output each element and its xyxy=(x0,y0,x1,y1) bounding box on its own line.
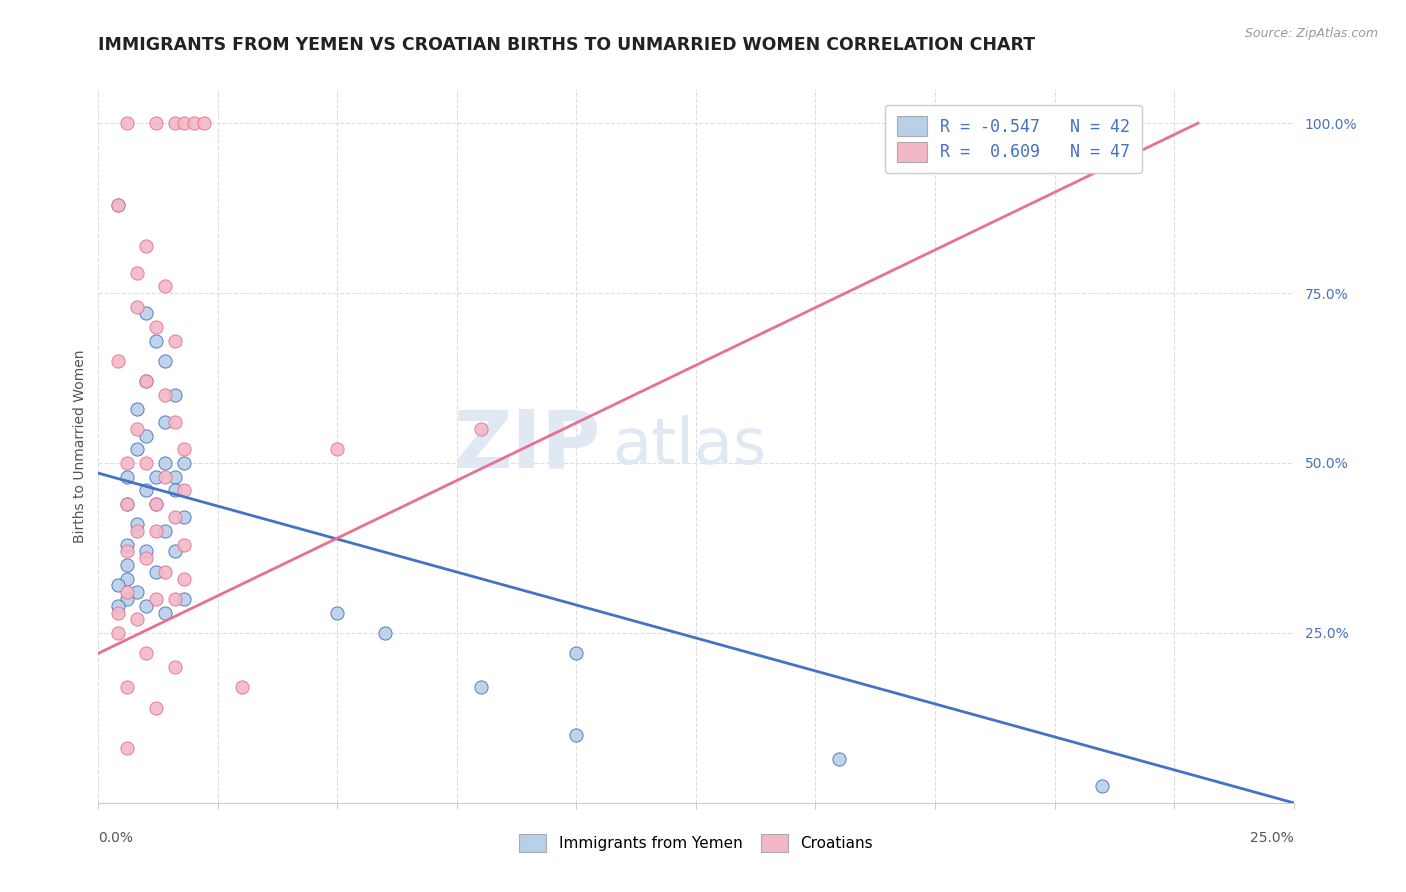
Point xyxy=(155,469,177,483)
Point xyxy=(145,497,167,511)
Point xyxy=(125,401,148,416)
Point xyxy=(183,116,205,130)
Point xyxy=(173,537,195,551)
Point xyxy=(145,591,167,606)
Point xyxy=(125,585,148,599)
Point xyxy=(107,626,129,640)
Point xyxy=(163,334,186,348)
Point xyxy=(155,415,177,429)
Point xyxy=(145,334,167,348)
Point xyxy=(115,456,138,470)
Point xyxy=(107,606,129,620)
Point xyxy=(145,469,167,483)
Point xyxy=(115,585,138,599)
Point xyxy=(135,483,157,498)
Point xyxy=(115,497,138,511)
Y-axis label: Births to Unmarried Women: Births to Unmarried Women xyxy=(73,350,87,542)
Point xyxy=(155,456,177,470)
Point xyxy=(163,591,186,606)
Point xyxy=(470,422,492,436)
Point xyxy=(173,442,195,457)
Point xyxy=(326,442,349,457)
Point xyxy=(1091,779,1114,793)
Point xyxy=(163,544,186,558)
Point xyxy=(115,572,138,586)
Point xyxy=(135,646,157,660)
Point xyxy=(135,599,157,613)
Point xyxy=(155,388,177,402)
Point xyxy=(115,544,138,558)
Point xyxy=(163,510,186,524)
Point xyxy=(125,442,148,457)
Point xyxy=(115,497,138,511)
Point xyxy=(115,591,138,606)
Point xyxy=(135,375,157,389)
Point xyxy=(163,415,186,429)
Point xyxy=(145,565,167,579)
Point xyxy=(145,320,167,334)
Point xyxy=(135,238,157,252)
Point xyxy=(145,700,167,714)
Point xyxy=(565,728,588,742)
Point xyxy=(163,660,186,674)
Point xyxy=(107,599,129,613)
Point xyxy=(193,116,215,130)
Text: 25.0%: 25.0% xyxy=(1250,831,1294,846)
Point xyxy=(155,354,177,368)
Point xyxy=(173,510,195,524)
Text: 0.0%: 0.0% xyxy=(98,831,134,846)
Point xyxy=(173,116,195,130)
Point xyxy=(107,198,129,212)
Point xyxy=(135,429,157,443)
Point xyxy=(326,606,349,620)
Point xyxy=(173,591,195,606)
Point xyxy=(155,606,177,620)
Text: atlas: atlas xyxy=(613,415,766,477)
Point xyxy=(125,524,148,538)
Point xyxy=(155,565,177,579)
Point xyxy=(125,517,148,532)
Text: ZIP: ZIP xyxy=(453,407,600,485)
Point xyxy=(107,198,129,212)
Point xyxy=(125,266,148,280)
Point xyxy=(145,116,167,130)
Text: Source: ZipAtlas.com: Source: ZipAtlas.com xyxy=(1244,27,1378,40)
Text: IMMIGRANTS FROM YEMEN VS CROATIAN BIRTHS TO UNMARRIED WOMEN CORRELATION CHART: IMMIGRANTS FROM YEMEN VS CROATIAN BIRTHS… xyxy=(98,36,1036,54)
Point xyxy=(163,116,186,130)
Point xyxy=(145,497,167,511)
Point xyxy=(231,680,253,694)
Point xyxy=(173,456,195,470)
Point xyxy=(155,524,177,538)
Point xyxy=(115,680,138,694)
Point xyxy=(125,422,148,436)
Point xyxy=(125,300,148,314)
Point xyxy=(374,626,396,640)
Point xyxy=(135,375,157,389)
Point xyxy=(470,680,492,694)
Point xyxy=(145,524,167,538)
Point xyxy=(135,544,157,558)
Point xyxy=(163,388,186,402)
Point xyxy=(135,306,157,320)
Point xyxy=(115,116,138,130)
Point xyxy=(155,279,177,293)
Point xyxy=(115,741,138,756)
Point xyxy=(107,354,129,368)
Point xyxy=(115,537,138,551)
Point xyxy=(163,469,186,483)
Point xyxy=(125,612,148,626)
Legend: Immigrants from Yemen, Croatians: Immigrants from Yemen, Croatians xyxy=(512,827,880,859)
Point xyxy=(115,558,138,572)
Point xyxy=(565,646,588,660)
Point xyxy=(135,456,157,470)
Point xyxy=(107,578,129,592)
Point xyxy=(163,483,186,498)
Point xyxy=(828,751,851,765)
Point xyxy=(115,469,138,483)
Point xyxy=(173,483,195,498)
Point xyxy=(135,551,157,566)
Point xyxy=(173,572,195,586)
